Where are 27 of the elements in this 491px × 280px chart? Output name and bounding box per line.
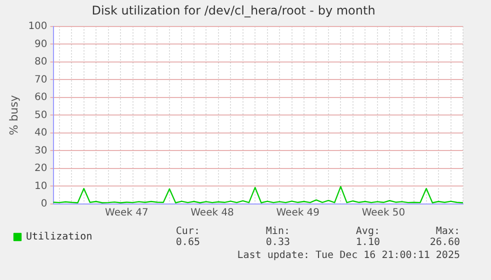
y-tick-label: 60	[34, 92, 48, 104]
legend-label: Utilization	[26, 232, 92, 243]
x-tick-label: Week 49	[276, 208, 320, 219]
text: Cur:	[176, 226, 200, 237]
x-tick-label: Week 47	[105, 208, 148, 219]
text: Max:	[436, 226, 460, 237]
x-tick-label: Week 48	[190, 208, 234, 219]
y-tick-label: 10	[34, 180, 48, 192]
y-tick-label: 100	[28, 20, 48, 32]
y-tick-label: 90	[34, 38, 48, 50]
y-axis-title: % busy	[7, 94, 20, 136]
text: Min:	[266, 226, 290, 237]
y-tick-label: 80	[34, 56, 48, 68]
x-tick-label: Week 50	[362, 208, 406, 219]
text: Avg:	[356, 226, 380, 237]
text: Last update: Tue Dec 16 21:00:11 2025	[237, 250, 460, 261]
text: 0.33	[266, 237, 290, 248]
y-tick-label: 40	[34, 128, 48, 139]
y-tick-label: 0	[40, 198, 48, 210]
text: 1.10	[356, 237, 380, 248]
text: 0.65	[176, 237, 200, 248]
text: 26.60	[430, 237, 460, 248]
y-tick-label: 20	[34, 163, 48, 174]
y-tick-label: 50	[34, 110, 48, 121]
y-tick-label: 70	[34, 74, 48, 86]
y-tick-label: 30	[34, 145, 48, 156]
chart-title: Disk utilization for /dev/cl_hera/root - by month	[92, 3, 376, 18]
